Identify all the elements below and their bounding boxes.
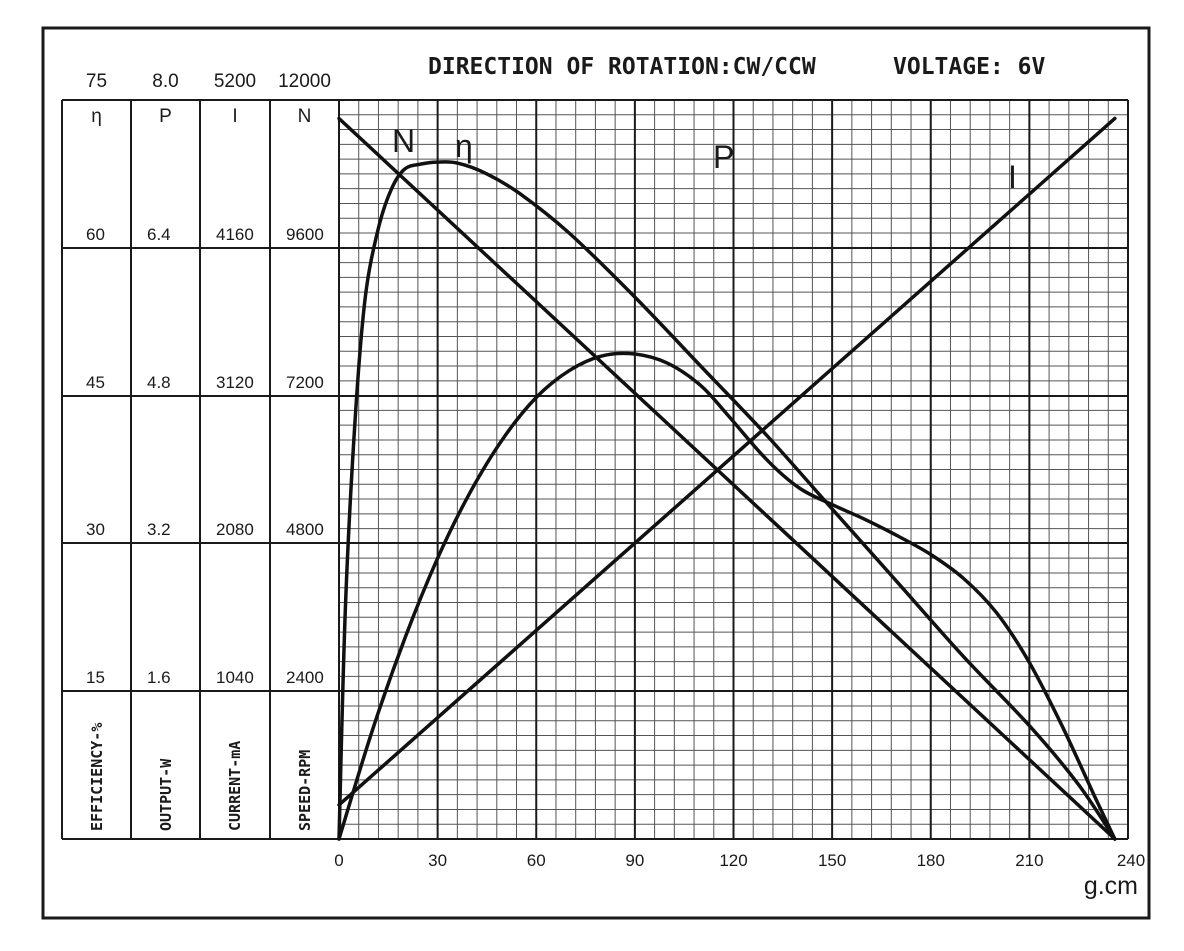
y-axis-tick-label: 4.8 <box>147 373 171 392</box>
y-axis-tick-label: 45 <box>86 373 105 392</box>
y-axis-tick-label: 15 <box>86 668 105 687</box>
x-axis-tick-label: 240 <box>1117 851 1145 870</box>
y-axis-tick-label: 2080 <box>216 520 254 539</box>
y-axis-name: CURRENT-mA <box>226 741 244 831</box>
voltage-label: VOLTAGE: 6V <box>893 54 1045 80</box>
y-axis-tick-label: 30 <box>86 520 105 539</box>
x-axis-tick-label: 150 <box>818 851 846 870</box>
major-grid <box>61 99 1129 840</box>
x-axis-tick-label: 30 <box>428 851 447 870</box>
efficiency-curve-label: η <box>455 128 473 164</box>
outer-frame <box>41 26 1151 920</box>
speed-curve <box>337 116 1117 841</box>
x-axis-tick-label: 90 <box>625 851 644 870</box>
y-axis-tick-label: 1040 <box>216 668 254 687</box>
efficiency-curve <box>337 160 1117 841</box>
y-axis-tick-label: 2400 <box>286 668 324 687</box>
y-axis-tick-label: 6.4 <box>147 225 171 244</box>
y-axis-tick-label: 3.2 <box>147 520 171 539</box>
y-axis-name: EFFICIENCY-% <box>88 723 106 831</box>
x-axis-tick-label: 210 <box>1015 851 1043 870</box>
y-axis-tick-label: 4160 <box>216 225 254 244</box>
y-axis-symbol: η <box>91 106 102 127</box>
y-axis-name: OUTPUT-W <box>157 758 175 831</box>
y-axis-columns: 75 η 60 45 30 15 EFFICIENCY-% 8.0 P 6.4 4.8 3.2 1.6 O… <box>86 71 331 831</box>
output-curve-label: P <box>713 139 734 175</box>
x-axis-tick-label: 0 <box>334 851 343 870</box>
y-axis-top-value: 5200 <box>214 71 256 92</box>
chart-title: DIRECTION OF ROTATION:CW/CCW <box>428 54 816 80</box>
y-axis-tick-label: 4800 <box>286 520 324 539</box>
y-axis-tick-label: 60 <box>86 225 105 244</box>
y-axis-top-value: 8.0 <box>152 71 178 92</box>
y-axis-tick-label: 9600 <box>286 225 324 244</box>
y-axis-tick-label: 1.6 <box>147 668 171 687</box>
y-axis-tick-label: 3120 <box>216 373 254 392</box>
x-axis-label: g.cm <box>1084 872 1138 900</box>
y-axis-symbol: P <box>159 106 172 127</box>
y-axis-symbol: I <box>232 106 237 127</box>
y-axis-name: SPEED-RPM <box>296 750 314 831</box>
x-axis-tick-label: 180 <box>917 851 945 870</box>
performance-curves <box>337 116 1117 841</box>
x-axis-tick-label: 120 <box>719 851 747 870</box>
x-axis-ticks: 0 30 60 90 120 150 180 210 240 <box>334 851 1145 870</box>
y-axis-top-value: 12000 <box>278 71 331 92</box>
x-axis-tick-label: 60 <box>527 851 546 870</box>
y-axis-tick-label: 7200 <box>286 373 324 392</box>
y-axis-symbol: N <box>298 106 312 127</box>
speed-curve-label: N <box>392 123 415 159</box>
output-curve <box>337 351 1117 841</box>
y-axis-top-value: 75 <box>86 71 107 92</box>
current-curve <box>337 116 1117 807</box>
current-curve-label: I <box>1008 159 1017 195</box>
